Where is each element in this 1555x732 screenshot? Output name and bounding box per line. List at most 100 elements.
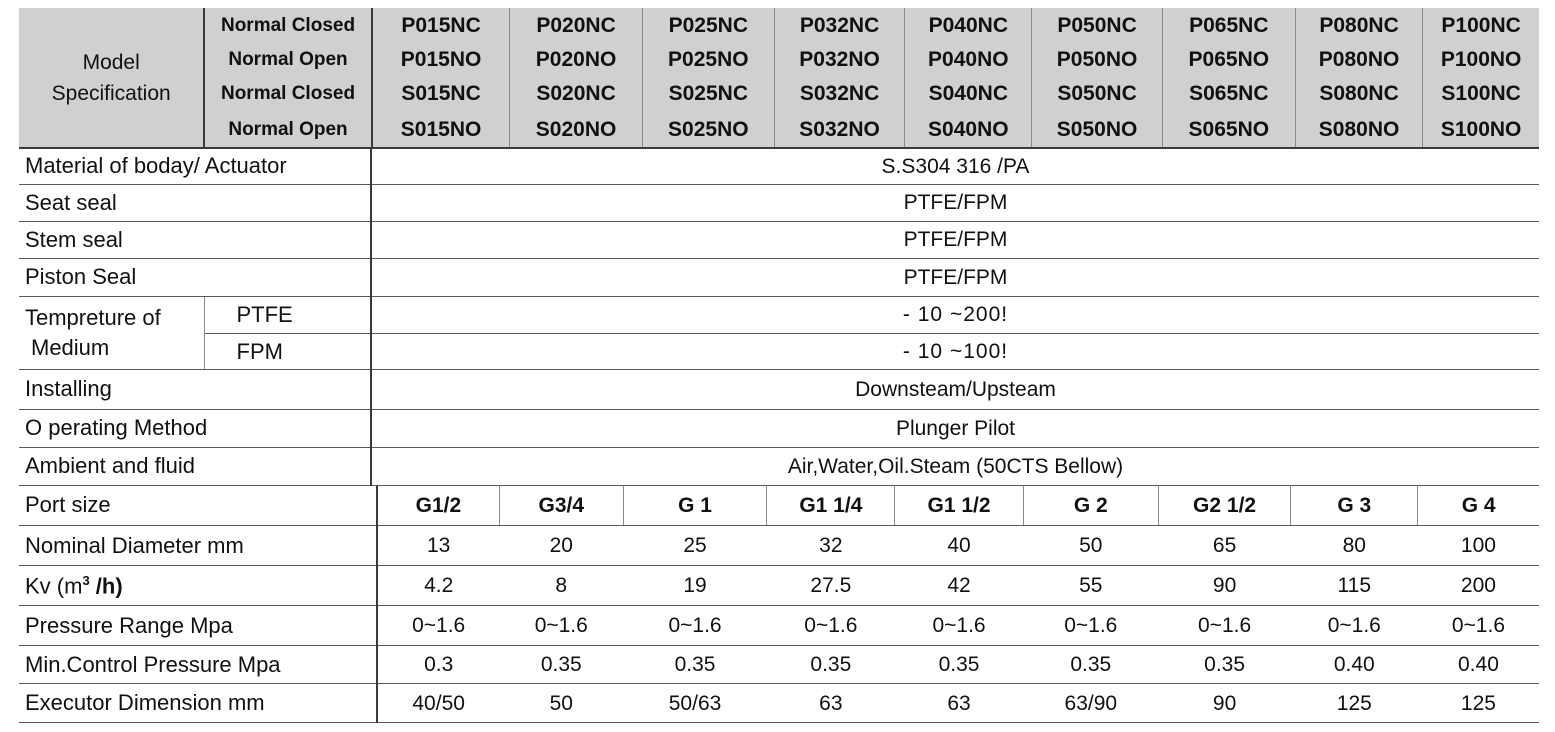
size-value-cell: 19 [623,565,767,606]
size-value-cell: 63/90 [1023,683,1159,723]
property-row: Stem seal PTFE/FPM [19,221,1539,259]
seal-material-label: FPM [204,333,372,370]
model-code-cell: S032NC [774,76,906,111]
label-superscript: 3 [82,572,90,588]
model-code-cell: S050NO [1031,111,1163,149]
property-label: Seat seal [19,184,372,222]
model-code-cell: P032NC [774,8,906,43]
size-value-cell: 50/63 [623,683,767,723]
model-specification-label: Model Specification [19,8,206,149]
model-code-cell: S100NO [1422,111,1539,149]
property-value: PTFE/FPM [371,184,1539,222]
model-code-cell: S065NC [1162,76,1296,111]
size-value-cell: 4.2 [377,565,500,606]
valve-type-cell: Normal Closed [204,8,373,43]
valve-type-cell: Normal Open [204,43,373,76]
temperature-value: - 10 ~100! [371,333,1539,370]
model-code-cell: S050NC [1031,76,1163,111]
property-value: PTFE/FPM [371,221,1539,259]
size-value-cell: 0~1.6 [1290,605,1418,646]
common-properties-table: Installing Downsteam/Upsteam O perating Me… [19,370,1539,486]
size-property-label: Nominal Diameter mm [19,525,379,566]
model-code-cell: S015NO [371,111,511,149]
size-value-cell: 25 [623,525,767,566]
model-code-cell: P100NO [1422,43,1539,76]
model-code-cell: P015NO [371,43,511,76]
size-value-cell: 65 [1158,525,1291,566]
size-value-cell: 0~1.6 [499,605,624,646]
model-row: Normal Open S015NO S020NO S025NO S032NO S040N… [19,111,1539,149]
model-code-cell: P050NC [1031,8,1163,43]
port-size-cell: G1/2 [377,485,500,526]
size-value-cell: 125 [1290,683,1418,723]
property-row: Seat seal PTFE/FPM [19,184,1539,222]
temperature-value: - 10 ~200! [371,296,1539,334]
size-value-cell: 8 [499,565,624,606]
model-code-cell: P040NO [904,43,1033,76]
size-value-cell: 40 [894,525,1024,566]
model-code-cell: P020NC [509,8,643,43]
size-value-cell: 42 [894,565,1024,606]
model-code-cell: S080NC [1295,76,1424,111]
size-value-cell: 50 [499,683,624,723]
size-properties-table: Port size G1/2 G3/4 G 1 G1 1/4 G1 1/2 G 2 G2 1/… [19,485,1539,723]
property-value: Air,Water,Oil.Steam (50CTS Bellow) [371,447,1539,486]
size-value-cell: 0.35 [766,645,895,684]
temperature-label: Tempreture of Medium [19,296,205,370]
size-value-cell: 90 [1158,683,1291,723]
size-value-cell: 40/50 [377,683,500,723]
size-value-cell: 27.5 [766,565,895,606]
size-value-cell: 63 [766,683,895,723]
model-code-cell: P040NC [904,8,1033,43]
model-row: Model Specification Normal Closed P015NC P02… [19,8,1539,149]
model-code-cell: S040NO [904,111,1033,149]
size-property-label: Kv (m3 /h) [19,565,379,606]
size-property-label: Executor Dimension mm [19,683,379,723]
property-row: O perating Method Plunger Pilot [19,409,1539,448]
temperature-row: FPM - 10 ~100! [19,333,1539,370]
size-property-label: Port size [19,485,379,526]
size-row: Nominal Diameter mm 13 20 25 32 40 50 65 80 100 [19,525,1539,566]
model-code-cell: S100NC [1422,76,1539,111]
model-code-cell: S020NC [509,76,643,111]
label-line: Model [82,50,140,74]
size-value-cell: 0.40 [1417,645,1539,684]
model-code-cell: S080NO [1295,111,1424,149]
size-value-cell: 115 [1290,565,1418,606]
model-code-cell: S040NC [904,76,1033,111]
port-size-cell: G3/4 [499,485,624,526]
model-code-cell: S025NC [642,76,775,111]
size-row: Kv (m3 /h) 4.2 8 19 27.5 42 55 90 115 200 [19,565,1539,606]
label-suffix: /h) [89,573,123,599]
property-label: Installing [19,370,372,410]
size-value-cell: 13 [377,525,500,566]
size-value-cell: 0~1.6 [766,605,895,646]
size-value-cell: 32 [766,525,895,566]
size-value-cell: 0~1.6 [1417,605,1539,646]
model-code-cell: S025NO [642,111,775,149]
size-value-cell: 0.35 [499,645,624,684]
model-code-cell: P065NC [1162,8,1296,43]
size-value-cell: 0~1.6 [1023,605,1159,646]
property-value: PTFE/FPM [371,258,1539,297]
model-code-cell: S020NO [509,111,643,149]
size-value-cell: 0.35 [1023,645,1159,684]
model-code-cell: P032NO [774,43,906,76]
property-label: Ambient and fluid [19,447,372,486]
label-line: Tempreture of [25,304,161,330]
property-value: Downsteam/Upsteam [371,370,1539,410]
model-specification-table: Model Specification Normal Closed P015NC P02… [19,8,1539,149]
size-value-cell: 0.35 [894,645,1024,684]
label-line: Specification [51,81,171,105]
model-code-cell: P015NC [371,8,511,43]
common-properties-table: Material of boday/ Actuator S.S304 316 /P… [19,149,1539,297]
size-property-label: Min.Control Pressure Mpa [19,645,379,684]
model-code-cell: P080NC [1295,8,1424,43]
size-value-cell: 63 [894,683,1024,723]
label-line: Medium [31,334,110,360]
model-code-cell: S032NO [774,111,906,149]
size-row: Pressure Range Mpa 0~1.6 0~1.6 0~1.6 0~1.6 0~… [19,605,1539,646]
size-value-cell: 100 [1417,525,1539,566]
model-code-cell: P065NO [1162,43,1296,76]
port-size-cell: G 4 [1417,485,1539,526]
